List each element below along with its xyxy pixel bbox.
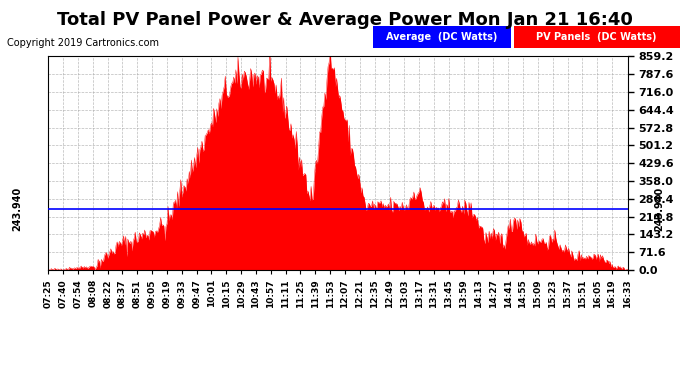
Text: 243.940: 243.940 xyxy=(654,187,664,231)
Text: Copyright 2019 Cartronics.com: Copyright 2019 Cartronics.com xyxy=(7,38,159,48)
FancyBboxPatch shape xyxy=(514,26,680,48)
Text: PV Panels  (DC Watts): PV Panels (DC Watts) xyxy=(537,32,657,42)
FancyBboxPatch shape xyxy=(373,26,511,48)
Text: Average  (DC Watts): Average (DC Watts) xyxy=(386,32,497,42)
Text: 243.940: 243.940 xyxy=(12,187,22,231)
Text: Total PV Panel Power & Average Power Mon Jan 21 16:40: Total PV Panel Power & Average Power Mon… xyxy=(57,11,633,29)
